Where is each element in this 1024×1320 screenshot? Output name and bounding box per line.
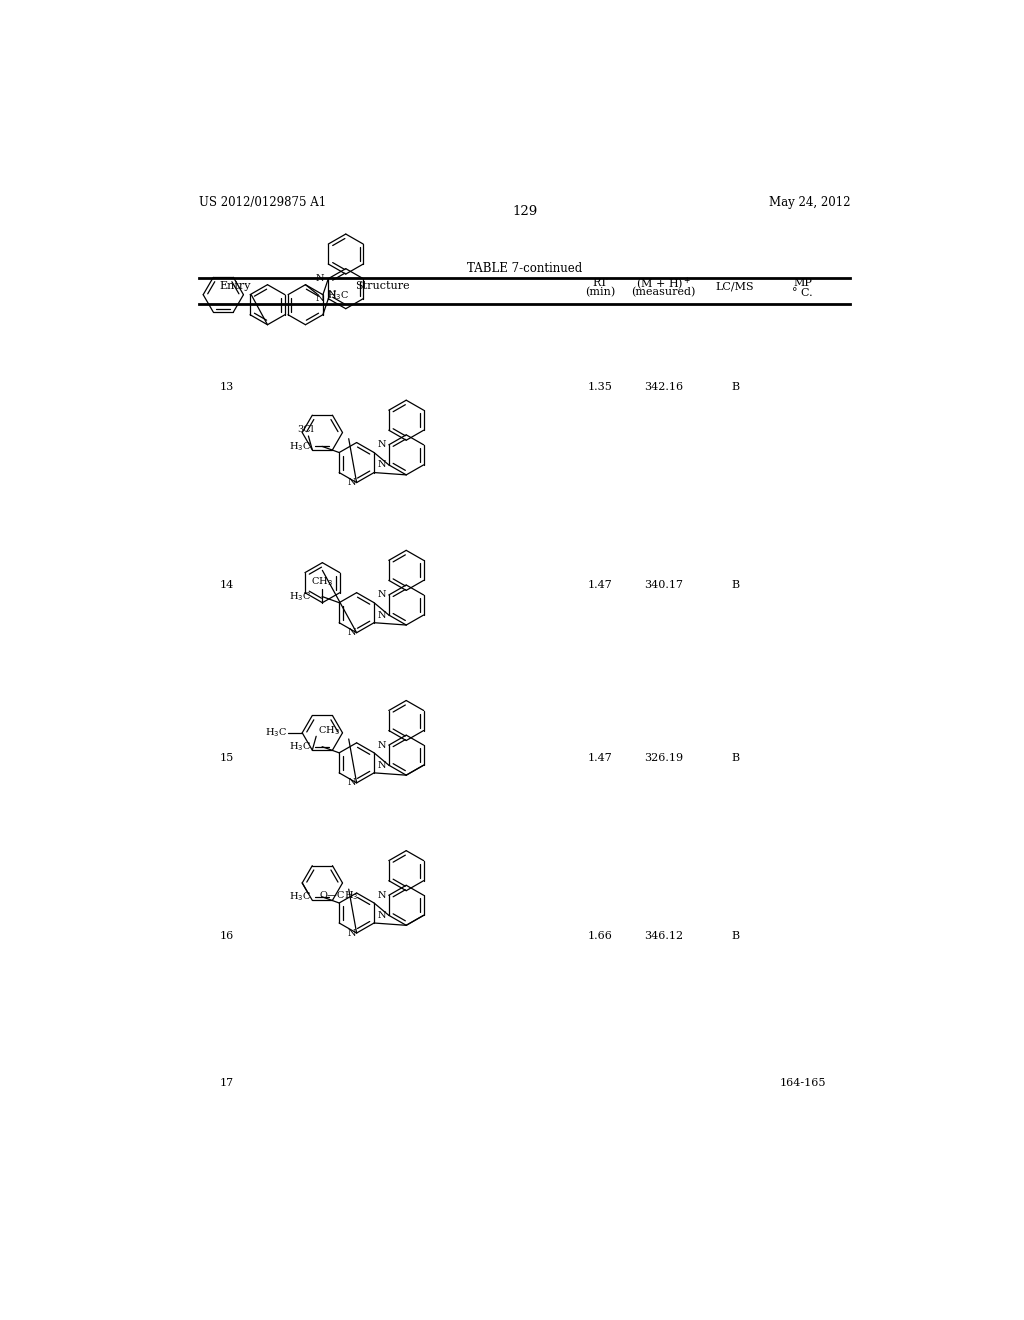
- Text: CH$_3$: CH$_3$: [311, 574, 333, 587]
- Text: 346.12: 346.12: [644, 931, 683, 941]
- Text: H$_3$C: H$_3$C: [289, 741, 311, 754]
- Text: Structure: Structure: [354, 281, 410, 292]
- Text: N: N: [377, 590, 386, 599]
- Text: N: N: [348, 928, 356, 937]
- Text: 1.47: 1.47: [588, 754, 612, 763]
- Text: N: N: [377, 611, 386, 619]
- Text: LC/MS: LC/MS: [716, 281, 755, 292]
- Text: B: B: [731, 581, 739, 590]
- Text: N: N: [377, 891, 386, 900]
- Text: 1.35: 1.35: [588, 381, 612, 392]
- Text: 340.17: 340.17: [644, 581, 683, 590]
- Text: (M + H)$^+$: (M + H)$^+$: [636, 275, 691, 292]
- Text: 1.66: 1.66: [588, 931, 612, 941]
- Text: 13: 13: [219, 381, 233, 392]
- Text: O—CH$_3$: O—CH$_3$: [319, 888, 358, 902]
- Text: B: B: [731, 754, 739, 763]
- Text: 342.16: 342.16: [644, 381, 683, 392]
- Text: TABLE 7-continued: TABLE 7-continued: [467, 261, 583, 275]
- Text: 1.47: 1.47: [588, 581, 612, 590]
- Text: (min): (min): [585, 288, 615, 298]
- Text: N: N: [328, 290, 336, 300]
- Text: CH$_3$: CH$_3$: [318, 723, 340, 737]
- Text: N: N: [348, 628, 356, 638]
- Text: Entry: Entry: [219, 281, 251, 292]
- Text: H$_3$C: H$_3$C: [264, 726, 287, 739]
- Text: 326.19: 326.19: [644, 754, 683, 763]
- Text: 164-165: 164-165: [779, 1078, 825, 1088]
- Text: N: N: [316, 294, 325, 304]
- Text: H$_3$C: H$_3$C: [289, 891, 311, 903]
- Text: (measured): (measured): [632, 288, 696, 298]
- Text: 129: 129: [512, 205, 538, 218]
- Text: B: B: [731, 381, 739, 392]
- Text: N: N: [377, 461, 386, 470]
- Text: ° C.: ° C.: [793, 288, 813, 297]
- Text: N: N: [377, 441, 386, 449]
- Text: May 24, 2012: May 24, 2012: [769, 195, 850, 209]
- Text: H$_3$C: H$_3$C: [289, 590, 311, 603]
- Text: N: N: [348, 478, 356, 487]
- Text: 14: 14: [219, 581, 233, 590]
- Text: 16: 16: [219, 931, 233, 941]
- Text: MP: MP: [794, 279, 812, 288]
- Text: N: N: [377, 911, 386, 920]
- Text: N: N: [348, 779, 356, 787]
- Text: H$_3$C: H$_3$C: [327, 289, 349, 302]
- Text: N: N: [316, 275, 325, 284]
- Text: N: N: [377, 741, 386, 750]
- Text: B: B: [731, 931, 739, 941]
- Text: 3Cl: 3Cl: [298, 425, 314, 433]
- Text: US 2012/0129875 A1: US 2012/0129875 A1: [200, 195, 327, 209]
- Text: 17: 17: [219, 1078, 233, 1088]
- Text: N: N: [377, 760, 386, 770]
- Text: 15: 15: [219, 754, 233, 763]
- Text: H$_3$C: H$_3$C: [289, 440, 311, 453]
- Text: RT: RT: [593, 279, 608, 288]
